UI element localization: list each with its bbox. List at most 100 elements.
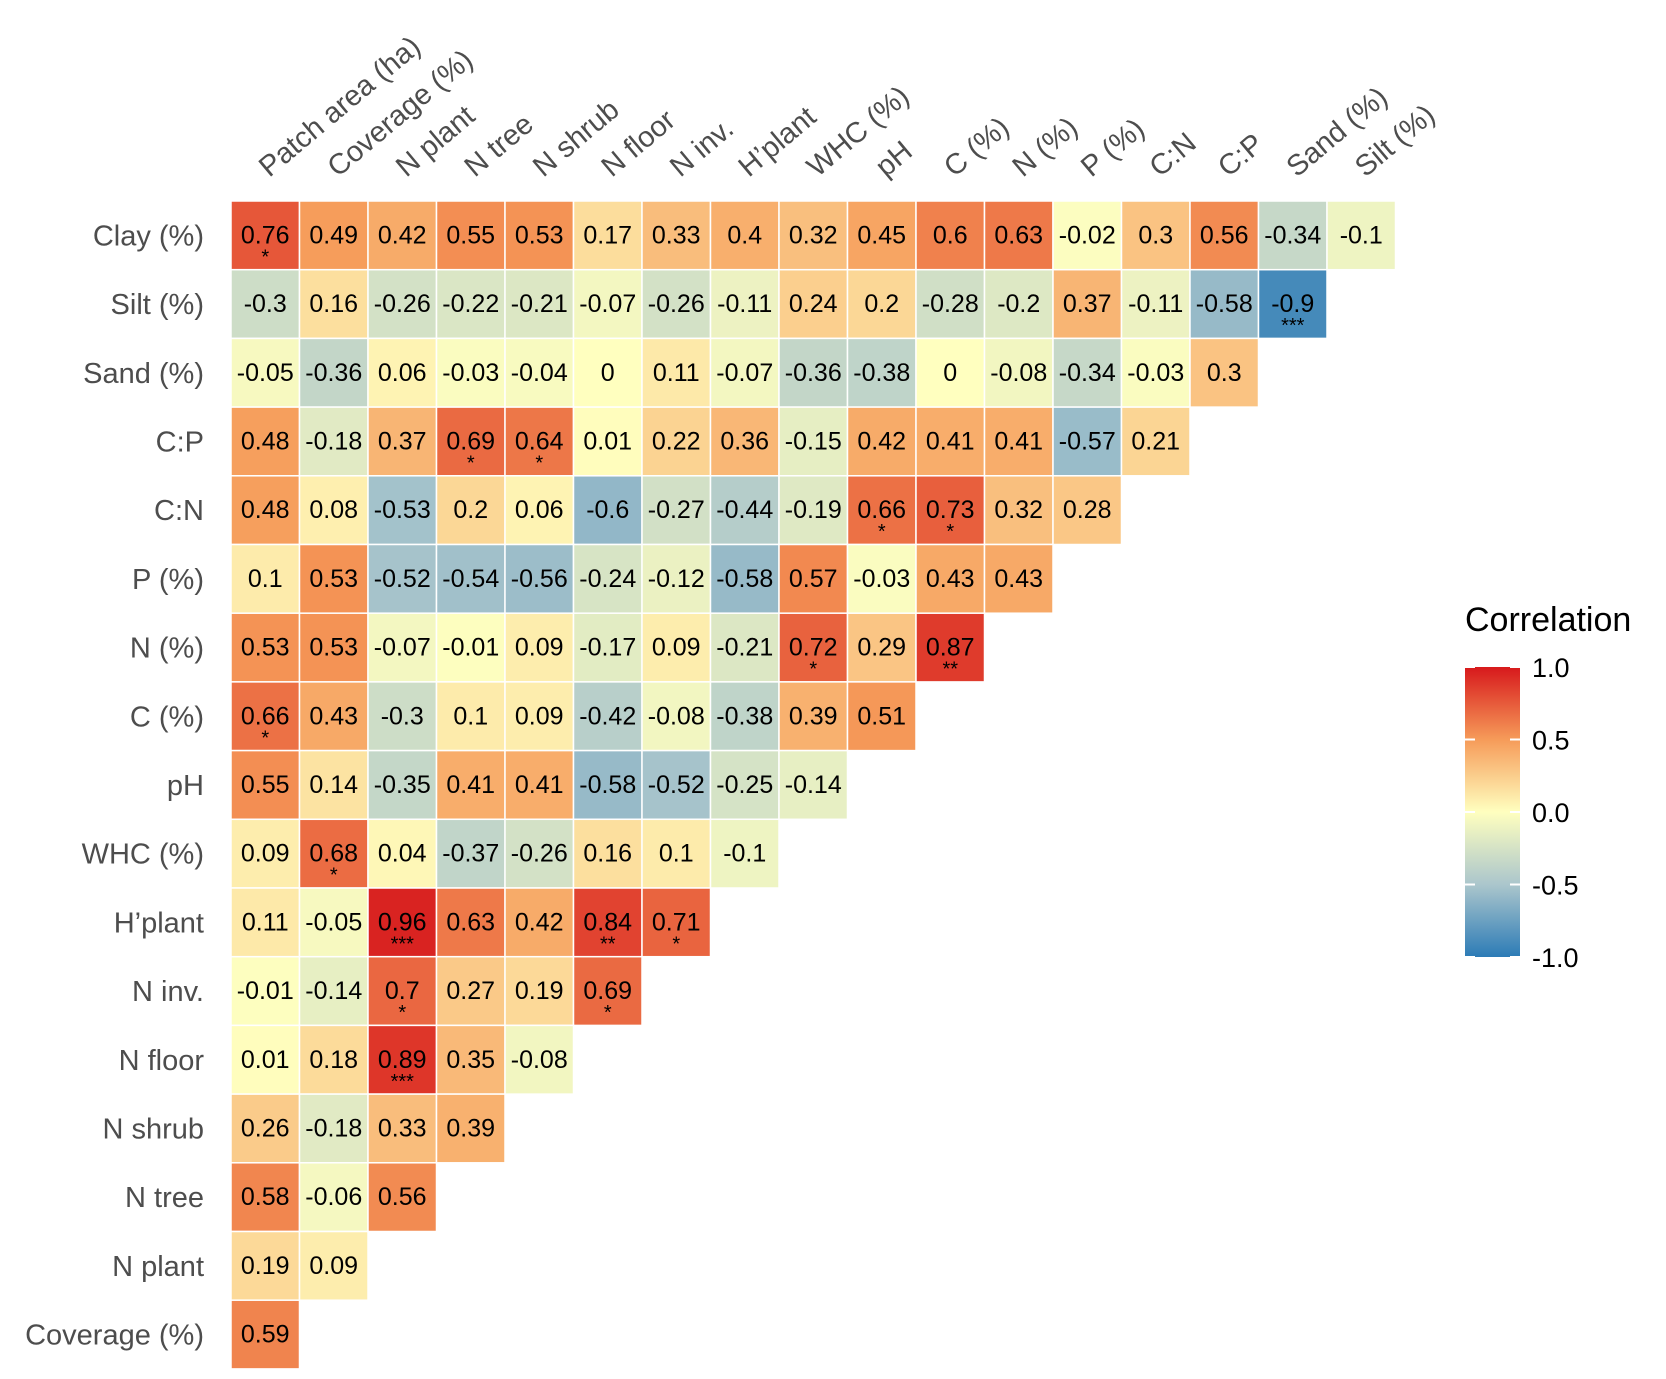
heatmap-cell <box>915 612 986 683</box>
row-label: N plant <box>112 1251 204 1283</box>
cell-value-label: 0.6 <box>933 221 968 249</box>
significance-stars: * <box>672 933 680 955</box>
row-label: P (%) <box>132 564 204 596</box>
row-label: N floor <box>119 1045 205 1077</box>
cell-value-label: -0.04 <box>511 359 568 387</box>
heatmap-cell <box>298 337 369 408</box>
row-label: C:P <box>156 426 204 458</box>
cell-value-label: 0.72 <box>789 634 838 662</box>
cell-value-label: 0.96 <box>378 908 427 936</box>
column-label: pH <box>870 135 919 183</box>
heatmap-cell <box>709 268 780 340</box>
heatmap-cell <box>504 749 575 821</box>
heatmap-cell <box>230 749 301 821</box>
heatmap-cell <box>1257 200 1328 271</box>
heatmap-cell <box>230 681 301 752</box>
column-label: N (%) <box>1007 111 1084 183</box>
heatmap-cell <box>778 612 849 683</box>
row-label: WHC (%) <box>82 839 204 871</box>
significance-stars: *** <box>391 1071 415 1093</box>
cell-value-label: -0.21 <box>511 290 568 318</box>
cell-value-label: -0.3 <box>244 290 287 318</box>
cell-value-label: 0.09 <box>515 634 564 662</box>
heatmap-cell <box>1326 200 1397 271</box>
heatmap-cell <box>641 612 712 683</box>
cell-value-label: -0.11 <box>1128 290 1183 318</box>
cell-value-label: -0.08 <box>990 359 1047 387</box>
heatmap-cell <box>572 955 643 1027</box>
legend-tick-label: -0.5 <box>1532 871 1579 901</box>
heatmap-cell <box>983 543 1054 614</box>
cell-value-label: -0.18 <box>305 1114 362 1142</box>
cell-value-label: -0.24 <box>579 565 636 593</box>
heatmap-cell <box>709 406 780 477</box>
heatmap-cell <box>709 612 780 683</box>
heatmap-cell <box>298 955 369 1027</box>
heatmap-cell <box>504 1024 575 1095</box>
cell-value-label: 0.58 <box>241 1183 290 1211</box>
cell-value-label: -0.03 <box>1127 359 1184 387</box>
heatmap-cell <box>572 749 643 821</box>
cell-value-label: 0.32 <box>994 496 1043 524</box>
row-label: Sand (%) <box>83 358 204 390</box>
cell-value-label: 0.01 <box>583 427 632 455</box>
heatmap-cell <box>572 475 643 546</box>
cell-value-label: 0.84 <box>583 908 632 936</box>
cell-value-label: 0.53 <box>309 634 358 662</box>
heatmap-cell <box>778 543 849 614</box>
heatmap-cell <box>1052 200 1123 271</box>
heatmap-cell <box>1120 200 1191 271</box>
heatmap-cell <box>572 268 643 340</box>
cell-value-label: -0.6 <box>586 496 629 524</box>
heatmap-cell <box>298 543 369 614</box>
cell-value-label: 0.37 <box>1063 290 1112 318</box>
cell-value-label: -0.08 <box>648 702 705 730</box>
cell-value-label: 0.63 <box>994 221 1043 249</box>
significance-stars: * <box>878 521 886 543</box>
cell-value-label: 0.89 <box>378 1046 427 1074</box>
cell-value-label: 0.28 <box>1063 496 1112 524</box>
heatmap-cell <box>709 818 780 889</box>
cell-value-label: 0.19 <box>241 1252 290 1280</box>
cell-value-label: 0.59 <box>241 1321 290 1349</box>
row-label: pH <box>167 770 204 802</box>
heatmap-cell <box>504 200 575 271</box>
cell-value-label: 0.76 <box>241 221 290 249</box>
row-label: N inv. <box>132 976 204 1008</box>
heatmap-cell <box>709 681 780 752</box>
heatmap-cell <box>572 818 643 889</box>
heatmap-cell <box>367 1093 438 1164</box>
cell-value-label: -0.34 <box>1059 359 1116 387</box>
heatmap-cell <box>435 612 506 683</box>
cell-value-label: 0.09 <box>515 702 564 730</box>
row-label: C (%) <box>130 701 204 733</box>
heatmap-cell <box>367 749 438 821</box>
cell-value-label: -0.22 <box>442 290 499 318</box>
row-label: N tree <box>125 1182 204 1214</box>
cell-value-label: 0.42 <box>378 221 427 249</box>
cell-value-label: -0.03 <box>442 359 499 387</box>
significance-stars: * <box>261 246 269 268</box>
cell-value-label: 0.39 <box>789 702 838 730</box>
heatmap-cell <box>504 406 575 477</box>
cell-value-label: -0.07 <box>716 359 773 387</box>
heatmap-cell <box>983 268 1054 340</box>
heatmap-cell <box>435 475 506 546</box>
heatmap-cell <box>504 268 575 340</box>
cell-value-label: 0.41 <box>994 427 1043 455</box>
cell-value-label: 0.2 <box>864 290 899 318</box>
heatmap-cell <box>298 887 369 958</box>
heatmap-cell <box>641 887 712 958</box>
cell-value-label: 0.1 <box>453 702 488 730</box>
heatmap-cell <box>230 1162 301 1233</box>
cell-value-label: 0.33 <box>378 1114 427 1142</box>
cell-value-label: -0.27 <box>648 496 705 524</box>
heatmap-cell <box>915 268 986 340</box>
cell-value-label: 0.42 <box>515 908 564 936</box>
cell-value-label: 0.43 <box>994 565 1043 593</box>
heatmap-cell <box>230 268 301 340</box>
heatmap-cell <box>367 543 438 614</box>
cell-value-label: 0.04 <box>378 840 427 868</box>
cell-value-label: -0.52 <box>374 565 431 593</box>
cell-value-label: -0.38 <box>853 359 910 387</box>
